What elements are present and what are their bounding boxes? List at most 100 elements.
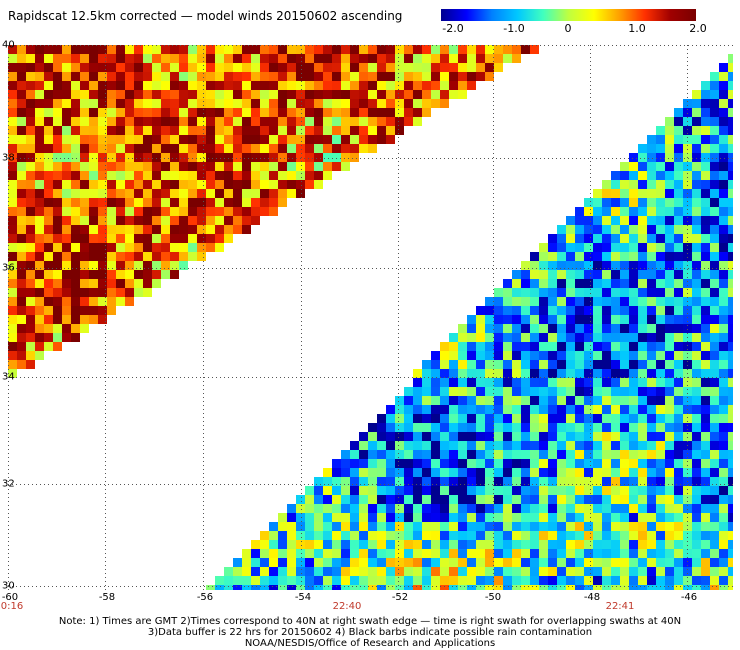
wind-cell: [287, 72, 296, 81]
wind-cell: [215, 63, 224, 72]
wind-cell: [503, 567, 512, 576]
lon-label: -56: [196, 592, 214, 603]
wind-cell: [80, 207, 89, 216]
wind-cell: [467, 540, 476, 549]
wind-cell: [665, 486, 674, 495]
wind-cell: [701, 342, 710, 351]
wind-cell: [440, 522, 449, 531]
wind-cell: [512, 297, 521, 306]
wind-cell: [377, 558, 386, 567]
wind-cell: [629, 261, 638, 270]
wind-cell: [251, 54, 260, 63]
wind-cell: [683, 216, 692, 225]
wind-cell: [422, 486, 431, 495]
wind-cell: [665, 531, 674, 540]
wind-cell: [728, 396, 733, 405]
wind-cell: [494, 414, 503, 423]
wind-cell: [395, 522, 404, 531]
wind-cell: [179, 144, 188, 153]
wind-cell: [161, 72, 170, 81]
wind-cell: [224, 153, 233, 162]
wind-cell: [287, 567, 296, 576]
wind-cell: [521, 45, 530, 54]
wind-cell: [377, 567, 386, 576]
wind-cell: [440, 504, 449, 513]
wind-cell: [692, 459, 701, 468]
wind-cell: [44, 234, 53, 243]
wind-cell: [386, 441, 395, 450]
wind-cell: [107, 108, 116, 117]
wind-cell: [656, 432, 665, 441]
wind-cell: [125, 270, 134, 279]
wind-cell: [674, 360, 683, 369]
wind-cell: [440, 387, 449, 396]
wind-cell: [611, 351, 620, 360]
wind-cell: [143, 72, 152, 81]
wind-cell: [440, 405, 449, 414]
wind-cell: [710, 495, 719, 504]
wind-cell: [530, 414, 539, 423]
wind-cell: [602, 567, 611, 576]
wind-cell: [602, 495, 611, 504]
wind-cell: [215, 72, 224, 81]
wind-cell: [611, 450, 620, 459]
wind-cell: [620, 486, 629, 495]
wind-cell: [611, 414, 620, 423]
wind-cell: [665, 261, 674, 270]
wind-cell: [593, 270, 602, 279]
wind-cell: [539, 306, 548, 315]
wind-cell: [242, 72, 251, 81]
wind-cell: [296, 63, 305, 72]
wind-cell: [170, 207, 179, 216]
wind-cell: [458, 81, 467, 90]
wind-cell: [602, 225, 611, 234]
wind-cell: [143, 153, 152, 162]
wind-cell: [188, 234, 197, 243]
wind-cell: [521, 360, 530, 369]
wind-cell: [323, 117, 332, 126]
wind-cell: [692, 279, 701, 288]
wind-cell: [404, 558, 413, 567]
wind-cell: [170, 243, 179, 252]
wind-cell: [512, 279, 521, 288]
wind-cell: [638, 522, 647, 531]
wind-cell: [458, 540, 467, 549]
wind-map-svg: [8, 45, 733, 590]
wind-cell: [278, 567, 287, 576]
time-label-left: 0:16: [0, 601, 24, 612]
wind-cell: [629, 171, 638, 180]
wind-cell: [530, 477, 539, 486]
wind-cell: [404, 486, 413, 495]
wind-cell: [53, 117, 62, 126]
wind-cell: [269, 117, 278, 126]
wind-cell: [530, 288, 539, 297]
wind-cell: [539, 450, 548, 459]
wind-cell: [656, 360, 665, 369]
wind-cell: [710, 333, 719, 342]
wind-cell: [692, 432, 701, 441]
wind-cell: [692, 450, 701, 459]
wind-cell: [350, 450, 359, 459]
wind-cell: [719, 81, 728, 90]
wind-cell: [62, 225, 71, 234]
wind-cell: [98, 162, 107, 171]
wind-cell: [530, 540, 539, 549]
wind-cell: [530, 252, 539, 261]
wind-cell: [260, 207, 269, 216]
wind-cell: [593, 378, 602, 387]
wind-cell: [584, 405, 593, 414]
wind-cell: [305, 117, 314, 126]
wind-cell: [710, 450, 719, 459]
wind-cell: [476, 333, 485, 342]
wind-cell: [413, 63, 422, 72]
wind-cell: [647, 468, 656, 477]
wind-cell: [638, 459, 647, 468]
wind-cell: [431, 549, 440, 558]
wind-cell: [89, 225, 98, 234]
wind-cell: [584, 225, 593, 234]
wind-cell: [44, 162, 53, 171]
wind-cell: [350, 153, 359, 162]
wind-cell: [80, 297, 89, 306]
wind-cell: [350, 135, 359, 144]
wind-cell: [71, 234, 80, 243]
